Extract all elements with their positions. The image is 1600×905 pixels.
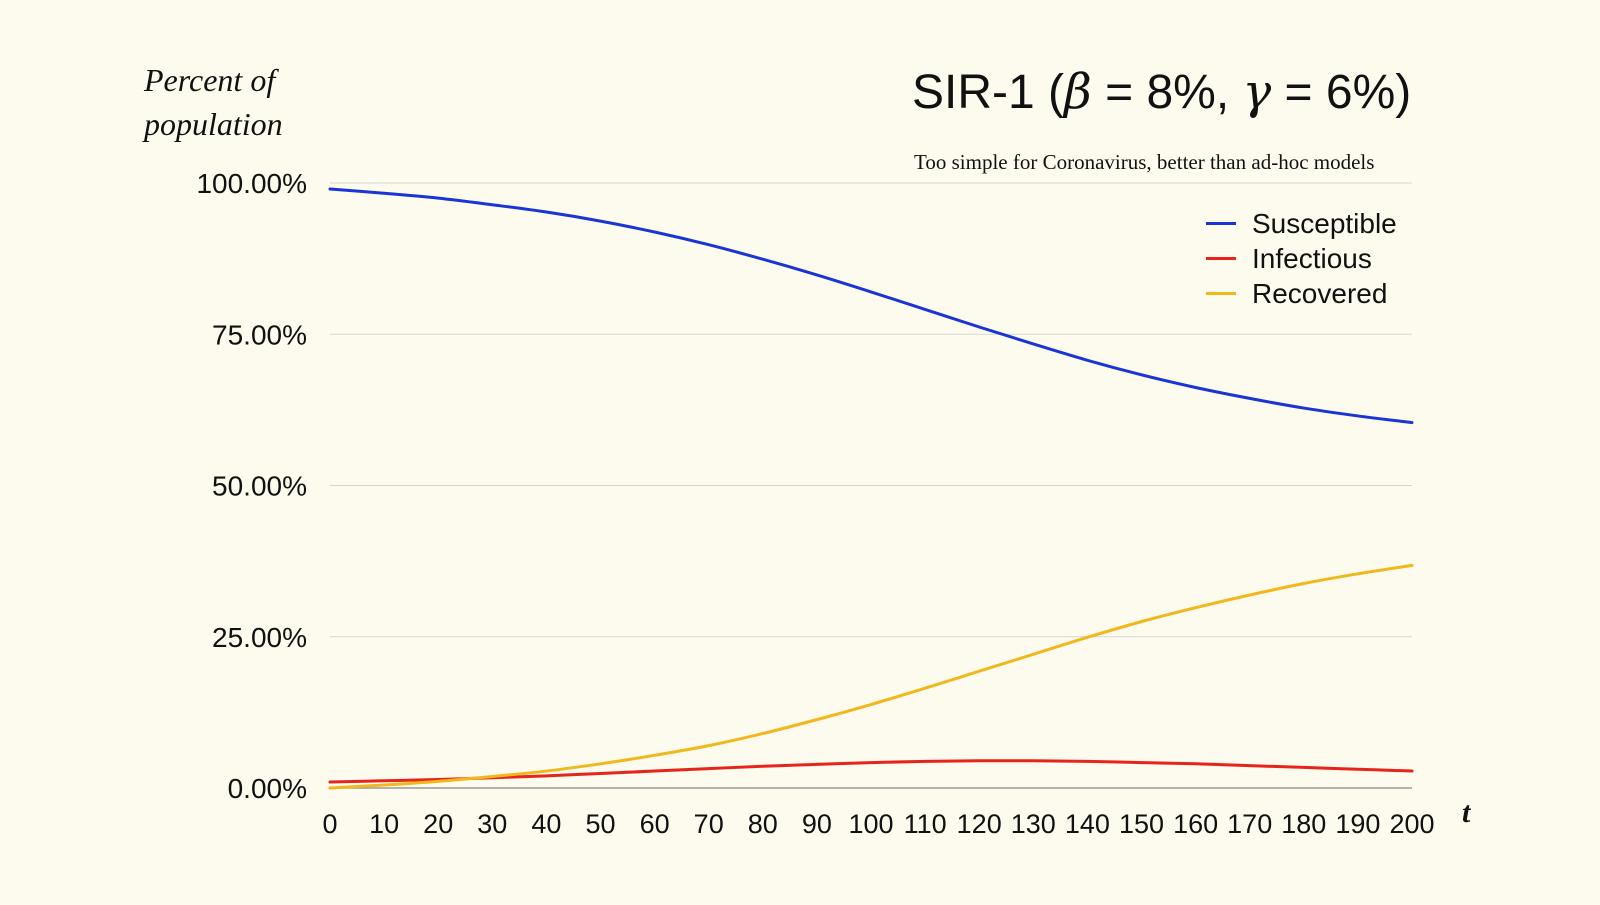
legend-item-recovered: Recovered <box>1206 276 1397 311</box>
x-tick-label: 30 <box>477 809 507 839</box>
x-tick-label: 190 <box>1335 809 1380 839</box>
x-tick-label: 100 <box>848 809 893 839</box>
series-line-recovered <box>328 563 1414 790</box>
chart-subtitle: Too simple for Coronavirus, better than … <box>914 150 1375 174</box>
chart-title-beta-value: = 8%, <box>1091 66 1243 119</box>
legend-swatch-susceptible <box>1206 222 1236 225</box>
x-tick-label: 90 <box>802 809 832 839</box>
gamma-symbol: γ <box>1242 64 1272 120</box>
x-tick-label: 140 <box>1065 809 1110 839</box>
y-tick-label: 75.00% <box>212 319 307 350</box>
legend-swatch-recovered <box>1206 292 1236 295</box>
legend-item-infectious: Infectious <box>1206 241 1397 276</box>
x-tick-label: 180 <box>1281 809 1326 839</box>
x-tick-label: 40 <box>531 809 561 839</box>
x-tick-label: 130 <box>1011 809 1056 839</box>
y-axis-title-line-2: population <box>144 106 283 142</box>
y-tick-labels: 0.00% 25.00% 50.00% 75.00% 100.00% <box>196 168 307 804</box>
legend-item-susceptible: Susceptible <box>1206 206 1397 241</box>
x-tick-label: 200 <box>1389 809 1434 839</box>
legend-label-susceptible: Susceptible <box>1252 207 1397 239</box>
legend-label-infectious: Infectious <box>1252 242 1372 274</box>
x-tick-label: 150 <box>1119 809 1164 839</box>
x-axis-title: t <box>1462 796 1471 829</box>
x-tick-label: 110 <box>904 809 947 839</box>
x-tick-label: 170 <box>1227 809 1272 839</box>
x-tick-label: 80 <box>748 809 778 839</box>
series-line-infectious <box>328 759 1414 784</box>
legend: Susceptible Infectious Recovered <box>1206 206 1397 311</box>
x-tick-label: 70 <box>694 809 724 839</box>
x-tick-label: 160 <box>1173 809 1218 839</box>
y-tick-label: 0.00% <box>228 773 307 804</box>
legend-label-recovered: Recovered <box>1252 277 1388 309</box>
x-tick-label: 50 <box>585 809 615 839</box>
series-lines <box>328 187 1414 790</box>
y-tick-label: 25.00% <box>212 622 307 653</box>
beta-symbol: β <box>1064 64 1092 120</box>
y-tick-label: 50.00% <box>212 471 307 502</box>
chart-title-prefix: SIR-1 ( <box>912 66 1065 119</box>
y-axis-title-line-1: Percent of <box>144 62 276 98</box>
grid-lines <box>330 182 1412 789</box>
x-tick-label: 0 <box>322 809 337 839</box>
chart-title-gamma-value: = 6%) <box>1271 66 1412 119</box>
x-tick-label: 10 <box>369 809 399 839</box>
x-tick-label: 60 <box>640 809 670 839</box>
series-line-susceptible <box>328 187 1414 425</box>
x-tick-label: 120 <box>957 809 1002 839</box>
chart-title: SIR-1 (β = 8%, γ = 6%) <box>912 64 1411 120</box>
y-tick-label: 100.00% <box>196 168 307 199</box>
legend-swatch-infectious <box>1206 257 1236 260</box>
y-axis-title: Percent of population <box>144 58 344 146</box>
x-tick-labels: 0 10 20 30 40 50 60 70 80 90 100 110 120 130 140 150 160… <box>322 809 1434 839</box>
x-tick-label: 20 <box>423 809 453 839</box>
